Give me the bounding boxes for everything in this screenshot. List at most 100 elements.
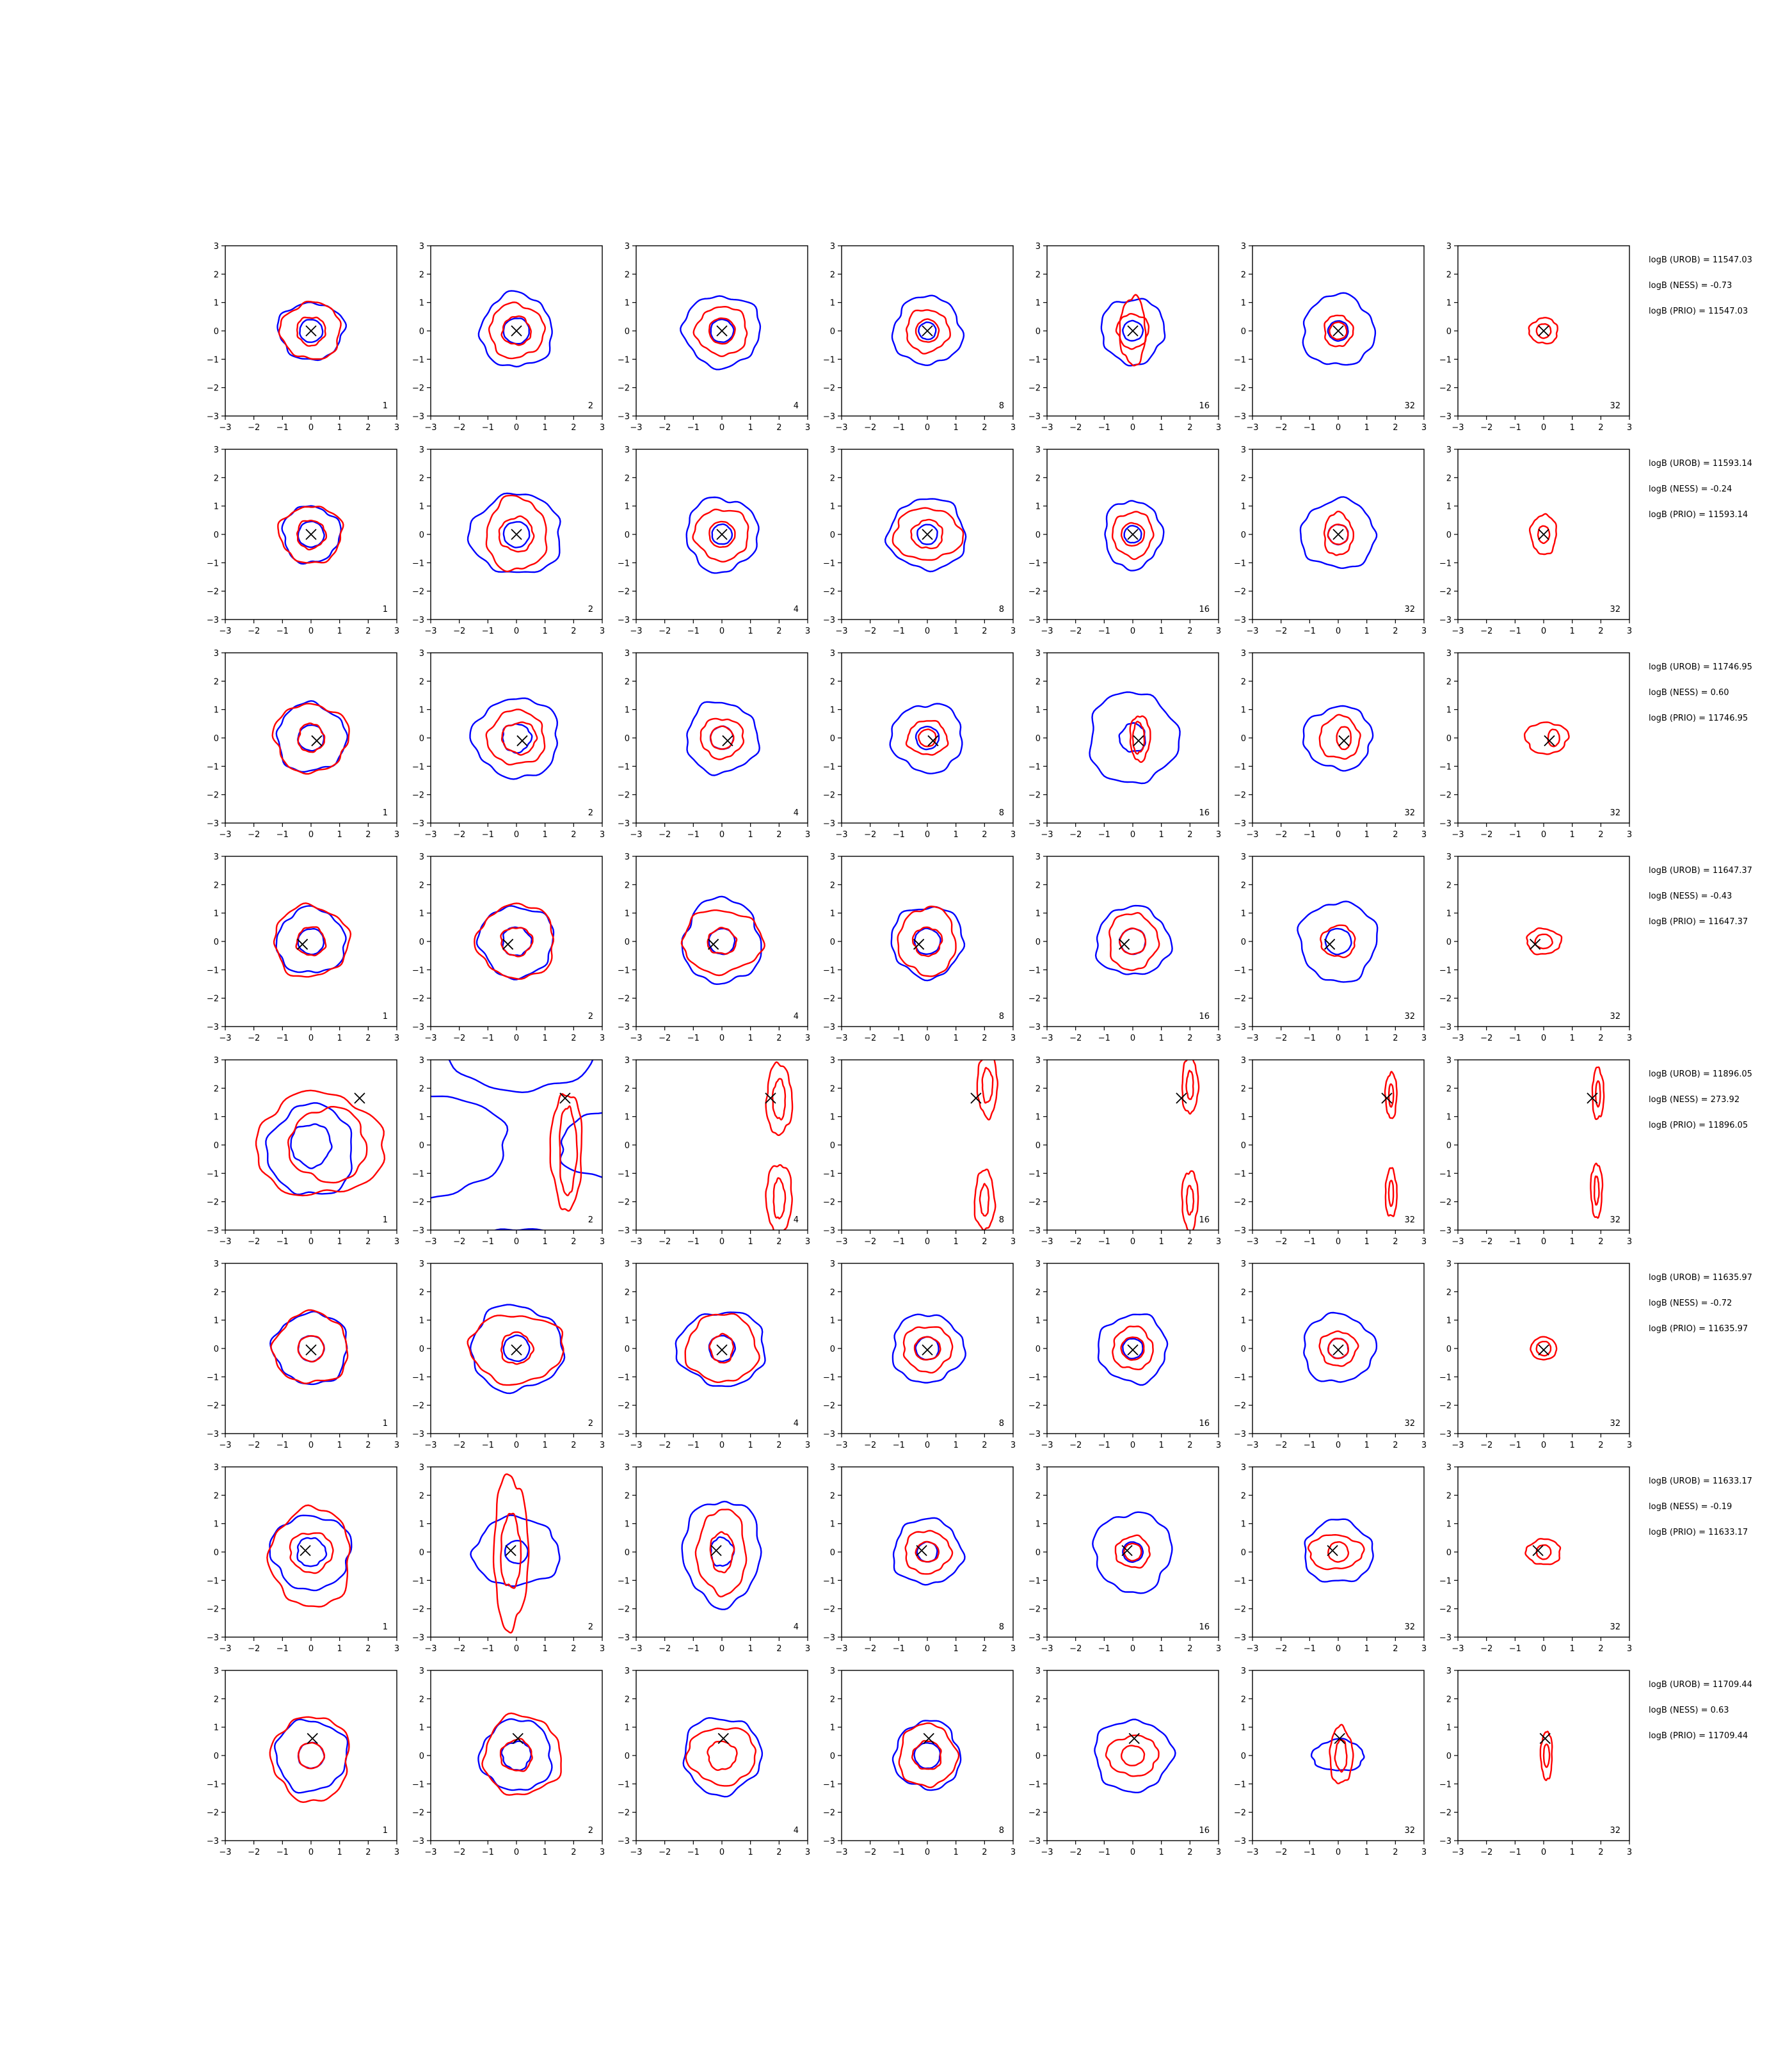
x-tick-label: 3 bbox=[394, 1034, 399, 1043]
x-tick-label: −1 bbox=[482, 1237, 494, 1247]
y-tick-label: 0 bbox=[830, 531, 835, 540]
y-tick-label: −2 bbox=[618, 995, 630, 1004]
panel-plot-area bbox=[680, 895, 765, 986]
panel-plot-area bbox=[1528, 317, 1558, 345]
y-tick-label: 3 bbox=[1446, 1056, 1452, 1066]
y-tick-label: −3 bbox=[1234, 1633, 1246, 1643]
x-tick-label: 2 bbox=[1393, 1034, 1398, 1043]
x-tick-label: 1 bbox=[954, 1644, 959, 1654]
panel-r6-c1: −3−3 −2 −2 −1 −1 0 0 1 1 2 2 3 3 1 bbox=[207, 1260, 399, 1450]
y-tick-label: 1 bbox=[214, 1316, 219, 1326]
x-marker bbox=[927, 735, 939, 747]
x-tick-label: 0 bbox=[1541, 1034, 1546, 1043]
x-tick-label: −1 bbox=[1509, 1237, 1521, 1247]
y-tick-label: −2 bbox=[823, 1605, 835, 1615]
red-contour bbox=[897, 905, 957, 977]
x-tick-label: 3 bbox=[805, 1237, 810, 1247]
y-tick-label: 1 bbox=[1036, 909, 1041, 919]
red-contour bbox=[1595, 1080, 1601, 1108]
y-tick-label: 0 bbox=[625, 531, 630, 540]
x-tick-label: −2 bbox=[453, 423, 465, 433]
y-tick-label: 0 bbox=[1241, 734, 1246, 744]
x-tick-label: 2 bbox=[1393, 627, 1398, 636]
y-tick-label: −1 bbox=[823, 762, 835, 772]
x-tick-label: −3 bbox=[1246, 627, 1258, 636]
y-tick-label: 2 bbox=[214, 677, 219, 687]
y-tick-label: −1 bbox=[1439, 355, 1452, 365]
y-tick-label: 1 bbox=[625, 502, 630, 512]
x-tick-label: 1 bbox=[1364, 1644, 1370, 1654]
x-tick-label: −3 bbox=[630, 627, 642, 636]
red-contour bbox=[910, 518, 943, 550]
x-tick-label: 1 bbox=[543, 423, 548, 433]
x-tick-label: 1 bbox=[337, 627, 342, 636]
x-tick-label: 1 bbox=[337, 1034, 342, 1043]
panel-r1-c6: −3−3 −2 −2 −1 −1 0 0 1 1 2 2 3 3 32 bbox=[1234, 242, 1427, 433]
y-tick-label: −2 bbox=[823, 1809, 835, 1818]
x-tick-label: 3 bbox=[394, 830, 399, 840]
blue-contour bbox=[891, 294, 965, 367]
x-tick-label: 3 bbox=[1627, 1848, 1632, 1857]
panel-plot-area bbox=[255, 1089, 386, 1197]
y-tick-label: −2 bbox=[1028, 1809, 1041, 1818]
blue-contour bbox=[559, 1112, 602, 1178]
y-tick-label: −1 bbox=[1439, 966, 1452, 975]
red-contour bbox=[680, 909, 765, 977]
panel-count-label: 32 bbox=[1610, 808, 1620, 818]
x-tick-label: −3 bbox=[1246, 1644, 1258, 1654]
blue-contour bbox=[1100, 298, 1166, 367]
x-tick-label: −1 bbox=[687, 1237, 700, 1247]
y-tick-label: −1 bbox=[618, 1576, 630, 1586]
red-contour bbox=[1320, 924, 1356, 959]
x-marker bbox=[716, 325, 728, 337]
x-tick-label: 0 bbox=[308, 423, 314, 433]
axes-frame bbox=[1457, 1263, 1630, 1434]
blue-contour bbox=[297, 927, 325, 956]
red-contour bbox=[1318, 714, 1361, 760]
blue-contour bbox=[884, 498, 967, 573]
blue-contour bbox=[1104, 500, 1165, 572]
x-tick-label: 1 bbox=[543, 1644, 548, 1654]
x-tick-label: −3 bbox=[1041, 1237, 1053, 1247]
y-tick-label: 0 bbox=[1446, 1141, 1452, 1151]
panel-plot-area bbox=[1092, 1511, 1173, 1594]
panel-r7-c2: −3−3 −2 −2 −1 −1 0 0 1 1 2 2 3 3 2 bbox=[412, 1463, 605, 1654]
panel-count-label: 32 bbox=[1404, 401, 1415, 411]
y-tick-label: 3 bbox=[830, 1667, 835, 1676]
y-tick-label: 1 bbox=[625, 1316, 630, 1326]
axes-frame bbox=[1252, 1263, 1425, 1434]
x-tick-label: 2 bbox=[365, 423, 371, 433]
panel-count-label: 1 bbox=[383, 1826, 388, 1836]
x-tick-label: 1 bbox=[543, 1237, 548, 1247]
red-contour bbox=[692, 305, 748, 358]
blue-contour bbox=[265, 1102, 353, 1196]
red-contour bbox=[904, 1530, 954, 1575]
axes-frame bbox=[1046, 1466, 1219, 1638]
panel-count-label: 16 bbox=[1199, 808, 1210, 818]
x-tick-label: −3 bbox=[219, 627, 231, 636]
x-tick-label: 0 bbox=[1541, 627, 1546, 636]
y-tick-label: 2 bbox=[419, 270, 424, 280]
panel-count-label: 32 bbox=[1404, 605, 1415, 614]
y-tick-label: −2 bbox=[823, 1198, 835, 1208]
red-contour bbox=[915, 1540, 940, 1563]
red-contour bbox=[700, 717, 744, 760]
y-tick-label: 1 bbox=[214, 909, 219, 919]
panel-r5-c4: −3−3 −2 −2 −1 −1 0 0 1 1 2 2 3 3 8 bbox=[823, 1056, 1016, 1247]
x-tick-label: −3 bbox=[1452, 830, 1464, 840]
x-tick-label: 2 bbox=[1598, 1848, 1603, 1857]
x-tick-label: −3 bbox=[1452, 1441, 1464, 1450]
y-tick-label: 2 bbox=[419, 881, 424, 890]
x-tick-label: 0 bbox=[719, 830, 724, 840]
red-contour bbox=[1123, 1542, 1142, 1562]
x-tick-label: −2 bbox=[864, 1237, 876, 1247]
x-tick-label: 1 bbox=[1364, 627, 1370, 636]
x-marker bbox=[707, 938, 719, 950]
y-tick-label: 0 bbox=[1241, 1141, 1246, 1151]
red-contour bbox=[1111, 511, 1155, 561]
y-tick-label: −1 bbox=[1439, 1373, 1452, 1382]
y-tick-label: −2 bbox=[618, 384, 630, 394]
x-tick-label: 2 bbox=[1598, 830, 1603, 840]
x-tick-label: 3 bbox=[1421, 1441, 1427, 1450]
x-tick-label: −1 bbox=[687, 627, 700, 636]
